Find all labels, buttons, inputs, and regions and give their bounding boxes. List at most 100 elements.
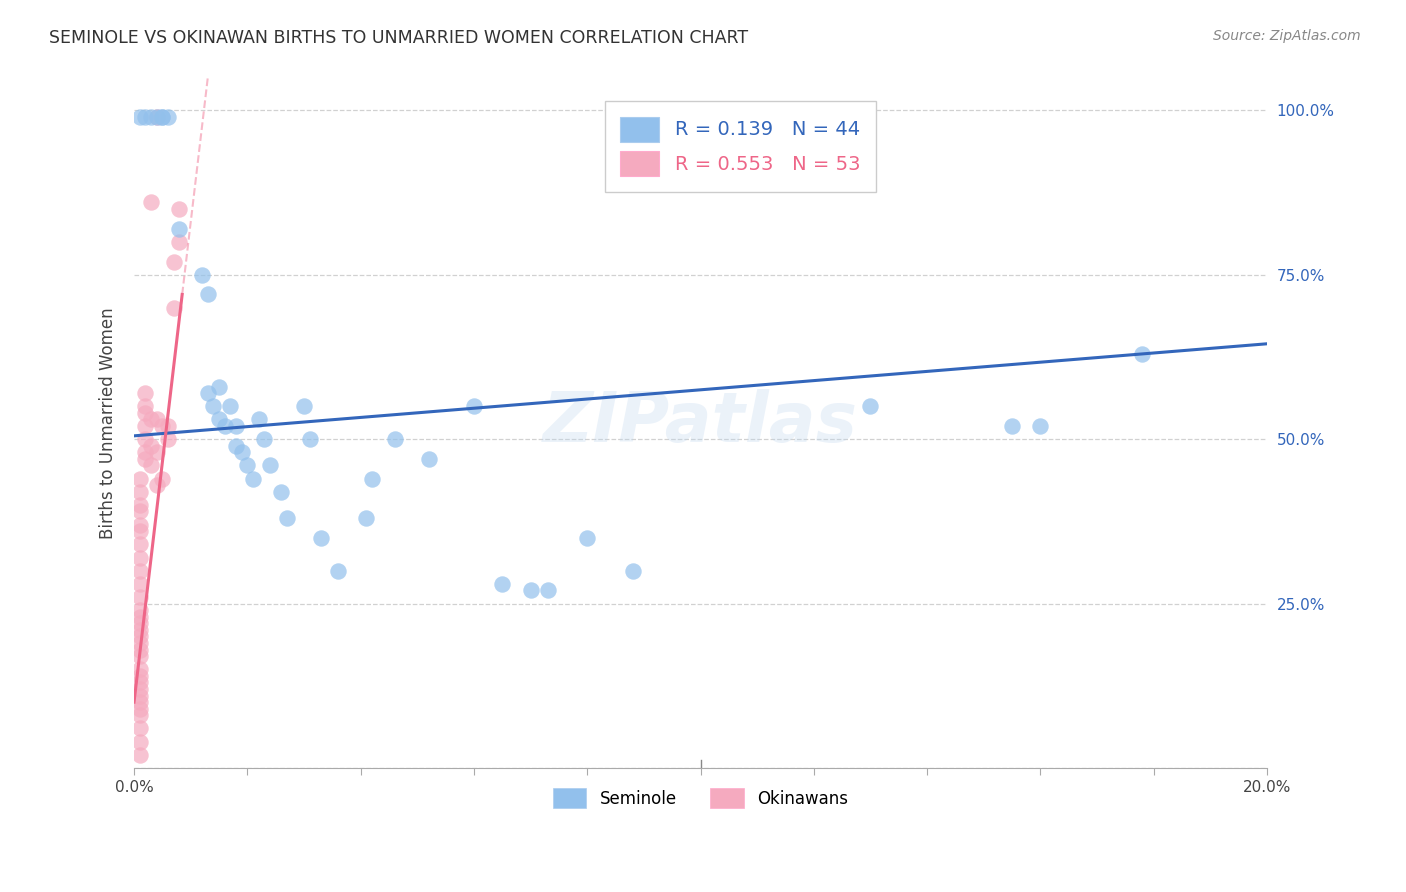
Point — [128, 669, 150, 683]
Point — [276, 511, 298, 525]
Point — [134, 445, 156, 459]
Point — [128, 498, 150, 512]
Point — [134, 399, 156, 413]
Point — [145, 110, 167, 124]
Point — [145, 412, 167, 426]
Point — [150, 472, 173, 486]
Point — [128, 484, 150, 499]
Point — [259, 458, 281, 473]
Point — [197, 287, 219, 301]
Point — [134, 406, 156, 420]
Point — [169, 235, 191, 249]
Point — [128, 110, 150, 124]
Point — [197, 386, 219, 401]
Point — [128, 609, 150, 624]
Point — [326, 564, 349, 578]
Point — [150, 110, 173, 124]
Point — [128, 747, 150, 762]
Point — [128, 524, 150, 539]
Y-axis label: Births to Unmarried Women: Births to Unmarried Women — [100, 307, 117, 539]
Point — [134, 419, 156, 434]
Point — [242, 472, 264, 486]
Point — [128, 550, 150, 565]
Point — [134, 432, 156, 446]
Point — [536, 583, 558, 598]
Point — [225, 439, 247, 453]
Point — [128, 472, 150, 486]
Point — [859, 399, 882, 413]
Point — [128, 734, 150, 748]
Point — [128, 590, 150, 604]
Point — [202, 399, 225, 413]
Point — [298, 432, 321, 446]
Point — [270, 484, 292, 499]
Point — [134, 386, 156, 401]
Point — [1029, 419, 1052, 434]
Point — [145, 478, 167, 492]
Point — [309, 531, 332, 545]
Point — [128, 629, 150, 643]
Point — [128, 722, 150, 736]
Point — [208, 379, 231, 393]
Point — [576, 531, 599, 545]
Point — [208, 412, 231, 426]
Point — [156, 419, 179, 434]
Point — [292, 399, 315, 413]
Point — [1132, 346, 1154, 360]
Point — [418, 451, 440, 466]
Point — [169, 221, 191, 235]
Point — [128, 576, 150, 591]
Point — [139, 412, 162, 426]
Point — [128, 675, 150, 690]
Point — [128, 708, 150, 723]
Point — [145, 110, 167, 124]
Point — [253, 432, 276, 446]
Point — [1001, 419, 1024, 434]
Point — [128, 564, 150, 578]
Point — [356, 511, 378, 525]
Point — [128, 689, 150, 703]
Point — [169, 202, 191, 216]
Point — [139, 110, 162, 124]
Point — [163, 254, 186, 268]
Point — [225, 419, 247, 434]
Point — [128, 623, 150, 637]
Point — [128, 702, 150, 716]
Point — [128, 681, 150, 696]
Point — [134, 110, 156, 124]
Point — [150, 419, 173, 434]
Point — [191, 268, 214, 282]
Point — [128, 695, 150, 709]
Point — [236, 458, 259, 473]
Point — [156, 110, 179, 124]
Point — [163, 301, 186, 315]
Point — [128, 517, 150, 532]
Point — [247, 412, 270, 426]
Text: SEMINOLE VS OKINAWAN BIRTHS TO UNMARRIED WOMEN CORRELATION CHART: SEMINOLE VS OKINAWAN BIRTHS TO UNMARRIED… — [49, 29, 748, 46]
Point — [145, 445, 167, 459]
Point — [156, 432, 179, 446]
Text: Source: ZipAtlas.com: Source: ZipAtlas.com — [1213, 29, 1361, 43]
Point — [128, 616, 150, 631]
Point — [463, 399, 485, 413]
Point — [134, 451, 156, 466]
Legend: Seminole, Okinawans: Seminole, Okinawans — [547, 781, 855, 815]
Point — [150, 110, 173, 124]
Point — [128, 636, 150, 650]
Point — [214, 419, 236, 434]
Point — [231, 445, 253, 459]
Point — [519, 583, 541, 598]
Point — [128, 649, 150, 664]
Point — [139, 439, 162, 453]
Point — [621, 564, 644, 578]
Point — [128, 504, 150, 518]
Point — [128, 642, 150, 657]
Point — [384, 432, 406, 446]
Point — [491, 576, 513, 591]
Text: ZIPatlas: ZIPatlas — [543, 389, 858, 456]
Point — [128, 662, 150, 676]
Point — [361, 472, 384, 486]
Point — [128, 603, 150, 617]
Point — [139, 458, 162, 473]
Point — [128, 537, 150, 551]
